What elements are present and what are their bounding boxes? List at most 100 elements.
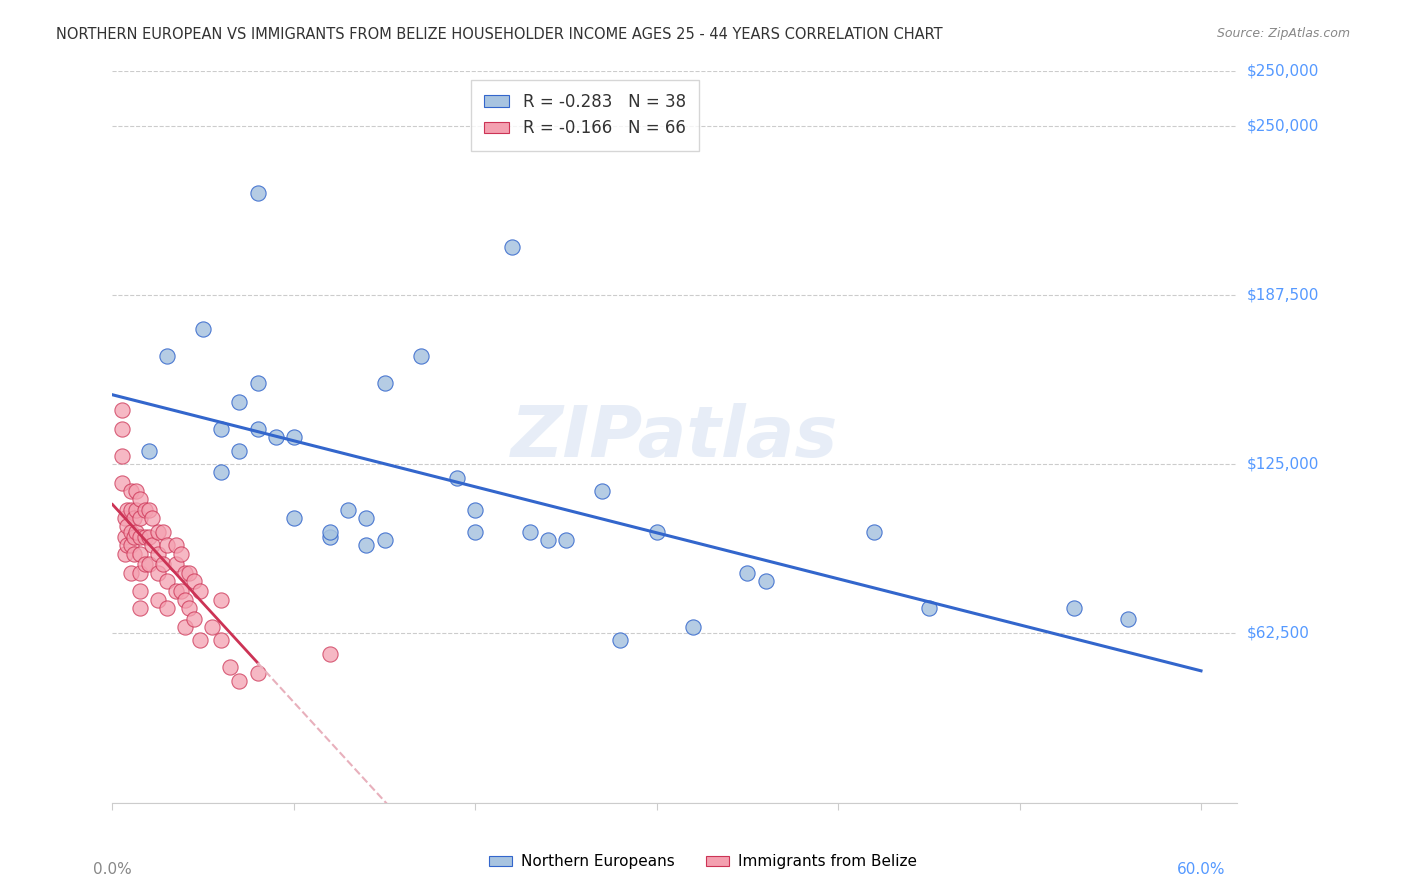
Point: [737, 566, 759, 580]
Point: [110, 449, 132, 463]
Point: [1063, 600, 1085, 615]
Point: [134, 530, 156, 544]
Point: [122, 511, 145, 525]
Point: [174, 592, 197, 607]
Text: $187,500: $187,500: [1246, 287, 1319, 302]
Point: [128, 511, 150, 525]
Point: [188, 584, 211, 599]
Point: [174, 566, 197, 580]
Point: [170, 584, 193, 599]
Point: [120, 524, 142, 539]
Point: [156, 349, 179, 363]
Point: [209, 633, 232, 648]
Point: [128, 530, 150, 544]
Text: $250,000: $250,000: [1246, 64, 1319, 78]
Point: [115, 538, 138, 552]
Point: [128, 600, 150, 615]
Point: [188, 633, 211, 648]
Point: [337, 503, 360, 517]
Point: [120, 566, 142, 580]
Point: [591, 484, 613, 499]
Point: [120, 538, 142, 552]
Point: [120, 503, 142, 517]
Point: [177, 600, 200, 615]
Point: [177, 566, 200, 580]
Point: [146, 592, 169, 607]
Point: [356, 511, 378, 525]
Text: ZIPatlas: ZIPatlas: [512, 402, 838, 472]
Point: [110, 422, 132, 436]
Point: [464, 524, 486, 539]
Point: [128, 492, 150, 507]
Point: [209, 422, 232, 436]
Point: [501, 240, 523, 254]
Point: [156, 574, 179, 588]
Point: [138, 530, 160, 544]
Point: [863, 524, 886, 539]
Point: [246, 376, 269, 390]
Point: [138, 503, 160, 517]
Point: [120, 484, 142, 499]
Point: [146, 547, 169, 561]
Point: [555, 533, 578, 547]
Point: [183, 574, 205, 588]
Point: [125, 524, 148, 539]
Point: [246, 186, 269, 201]
Point: [264, 430, 287, 444]
Point: [682, 620, 704, 634]
Point: [374, 533, 396, 547]
Text: $125,000: $125,000: [1246, 457, 1319, 472]
Point: [409, 349, 432, 363]
Point: [114, 530, 136, 544]
Point: [319, 524, 342, 539]
Point: [165, 584, 187, 599]
Point: [138, 443, 160, 458]
Point: [193, 322, 215, 336]
Point: [110, 403, 132, 417]
Text: 0.0%: 0.0%: [93, 863, 132, 878]
Point: [356, 538, 378, 552]
Point: [122, 530, 145, 544]
Point: [519, 524, 541, 539]
Point: [152, 558, 174, 572]
Point: [128, 584, 150, 599]
Point: [537, 533, 560, 547]
Point: [918, 600, 941, 615]
Point: [446, 471, 468, 485]
Point: [183, 611, 205, 625]
Point: [146, 524, 169, 539]
Legend: Northern Europeans, Immigrants from Belize: Northern Europeans, Immigrants from Beli…: [484, 848, 922, 875]
Legend: R = -0.283   N = 38, R = -0.166   N = 66: R = -0.283 N = 38, R = -0.166 N = 66: [471, 79, 699, 151]
Point: [125, 484, 148, 499]
Point: [134, 558, 156, 572]
Point: [115, 503, 138, 517]
Point: [219, 660, 242, 674]
Point: [209, 465, 232, 479]
Point: [152, 524, 174, 539]
Point: [114, 511, 136, 525]
Point: [170, 547, 193, 561]
Point: [319, 530, 342, 544]
Point: [115, 519, 138, 533]
Point: [283, 430, 305, 444]
Point: [165, 558, 187, 572]
Point: [134, 503, 156, 517]
Text: Source: ZipAtlas.com: Source: ZipAtlas.com: [1216, 27, 1350, 40]
Point: [201, 620, 224, 634]
Point: [246, 665, 269, 680]
Point: [228, 443, 250, 458]
Text: 60.0%: 60.0%: [1177, 863, 1225, 878]
Point: [755, 574, 778, 588]
Point: [609, 633, 631, 648]
Point: [165, 538, 187, 552]
Point: [122, 547, 145, 561]
Point: [156, 600, 179, 615]
Point: [141, 538, 163, 552]
Point: [464, 503, 486, 517]
Point: [138, 558, 160, 572]
Point: [174, 620, 197, 634]
Point: [283, 511, 305, 525]
Point: [319, 647, 342, 661]
Point: [141, 511, 163, 525]
Point: [374, 376, 396, 390]
